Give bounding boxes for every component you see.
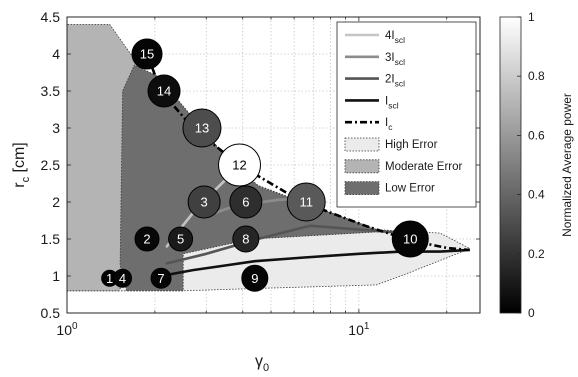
point-label: 14	[157, 84, 171, 99]
legend-box	[336, 21, 477, 208]
point-4: 4	[113, 268, 133, 288]
point-5: 5	[168, 226, 194, 252]
point-7: 7	[150, 267, 172, 289]
point-label: 5	[177, 232, 184, 247]
legend-label: 4Iscl	[385, 30, 405, 45]
point-marker	[187, 185, 221, 219]
point-3: 3	[187, 185, 221, 219]
point-label: 3	[201, 195, 208, 210]
legend-label: Iscl	[385, 95, 399, 110]
point-6: 6	[229, 185, 263, 219]
legend-swatch	[344, 137, 380, 152]
legend-item-high: High Error	[344, 137, 438, 152]
legend-item-ic: Ic	[345, 117, 393, 132]
series-line-2i-scl	[165, 224, 408, 265]
legend-swatch	[344, 159, 380, 174]
y-axis-label: rc [cm]	[11, 142, 32, 188]
legend-label: 3Iscl	[385, 52, 405, 67]
colorbar-tick-label: 1	[528, 10, 535, 24]
legend-item-3iscl: 3Iscl	[345, 52, 405, 67]
point-marker	[391, 220, 429, 258]
point-8: 8	[232, 225, 260, 253]
colorbar-tick-label: 0.8	[528, 69, 545, 83]
point-2: 2	[134, 226, 160, 252]
y-tick-label: 3	[52, 120, 60, 136]
point-10: 10	[391, 220, 429, 258]
x-axis-label: γ0	[255, 353, 269, 374]
point-marker	[182, 108, 222, 148]
legend-label: Ic	[385, 117, 393, 132]
legend-item-4iscl: 4Iscl	[345, 30, 405, 45]
legend-swatch	[344, 181, 380, 196]
point-marker	[286, 182, 326, 222]
colorbar-tick-label: 0.2	[528, 247, 545, 261]
colorbar-label: Normalized Average power	[560, 93, 574, 237]
point-label: 8	[242, 232, 249, 247]
point-label: 15	[140, 47, 154, 62]
point-label: 9	[251, 271, 258, 286]
y-tick-label: 4.5	[41, 9, 61, 25]
data-points: 1 4 7 9 2 5 8 10 3 6 11 12 13 14 15	[101, 38, 429, 292]
point-12: 12	[218, 143, 262, 187]
point-marker	[168, 226, 194, 252]
point-marker	[241, 264, 269, 292]
x-tick-label: 100	[56, 321, 78, 338]
point-marker	[150, 267, 172, 289]
colorbar-tick-label: 0.4	[528, 188, 545, 202]
legend-label: Moderate Error	[385, 161, 463, 173]
point-marker	[232, 225, 260, 253]
series-line-i-scl	[159, 248, 469, 278]
legend-label: Low Error	[385, 183, 435, 195]
colorbar-tick-label: 0	[528, 306, 535, 320]
point-label: 4	[119, 271, 126, 286]
point-13: 13	[182, 108, 222, 148]
y-tick-label: 3.5	[41, 83, 61, 99]
point-11: 11	[286, 182, 326, 222]
point-label: 7	[157, 271, 164, 286]
y-tick-label: 1.5	[41, 231, 61, 247]
legend-item-iscl: Iscl	[345, 95, 399, 110]
y-tick-label: 2.5	[41, 157, 61, 173]
y-tick-label: 1	[52, 268, 60, 284]
legend-item-2iscl: 2Iscl	[345, 74, 405, 89]
point-15: 15	[131, 38, 163, 70]
y-tick-label: 0.5	[41, 305, 61, 321]
point-marker	[131, 38, 163, 70]
point-label: 12	[232, 158, 246, 173]
legend-label: 2Iscl	[385, 74, 405, 89]
point-marker	[147, 74, 181, 108]
point-marker	[229, 185, 263, 219]
y-tick-label: 2	[52, 194, 60, 210]
point-marker	[218, 143, 262, 187]
colorbar-gradient	[499, 16, 522, 314]
legend-item-low: Low Error	[344, 181, 435, 196]
y-tick-label: 4	[52, 46, 60, 62]
legend-label: High Error	[385, 139, 438, 151]
point-label: 1	[106, 271, 113, 286]
point-label: 11	[299, 195, 313, 210]
point-label: 10	[403, 232, 417, 247]
colorbar-tick-label: 0.6	[528, 128, 545, 142]
point-marker	[113, 268, 133, 288]
point-14: 14	[147, 74, 181, 108]
legend: 4Iscl 3Iscl 2Iscl Iscl Ic High Error Moderate …	[336, 21, 477, 208]
point-label: 13	[195, 121, 209, 136]
legend-item-moderate: Moderate Error	[344, 159, 463, 174]
point-9: 9	[241, 264, 269, 292]
colorbar: 0 0.2 0.4 0.6 0.8 1 Normalized Average power	[499, 10, 574, 320]
x-tick-label: 101	[348, 321, 370, 338]
point-label: 2	[143, 232, 150, 247]
point-marker	[134, 226, 160, 252]
point-label: 6	[242, 195, 249, 210]
